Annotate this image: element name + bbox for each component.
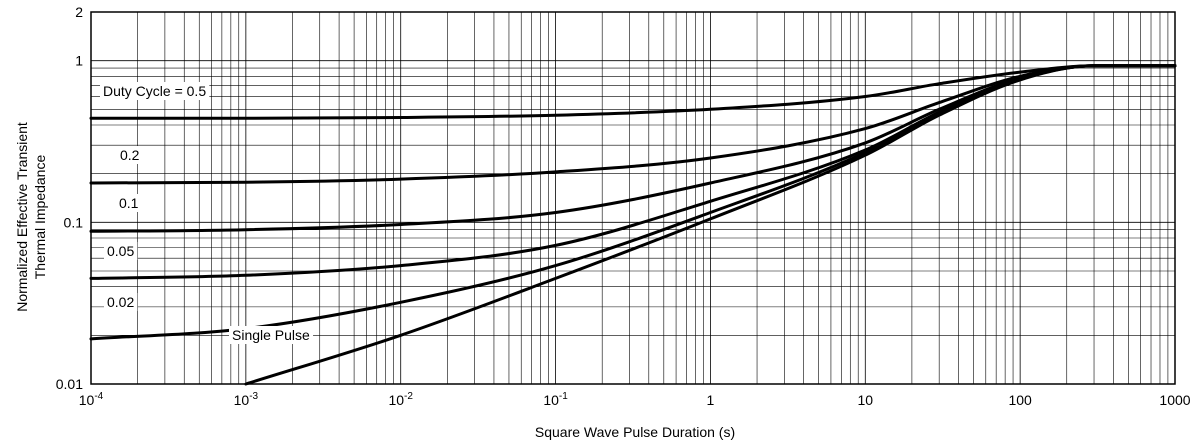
series-label-5: Single Pulse [232,327,310,343]
series-line-0 [89,64,1177,120]
y-axis-title-line2: Thermal Impedance [32,155,48,280]
series-label-bg [104,242,138,260]
y-tick-label: 0.1 [64,214,84,230]
plot-frame [90,11,1176,385]
x-tick-label: 100 [1008,392,1032,408]
x-tick-labels: 10-4 10-3 10-2 10-1 1 10 100 1000 [79,391,1191,408]
x-tick-label: 10-3 [234,391,259,408]
series-label-0: Duty Cycle = 0.5 [103,83,206,99]
grid [90,11,1175,385]
x-tick-label: 10 [857,392,873,408]
x-axis-title: Square Wave Pulse Duration (s) [535,424,735,440]
series-line-2 [89,64,1177,233]
y-tick-labels: 0.01 0.1 1 2 [56,4,83,392]
y-tick-label: 2 [75,4,83,20]
series-label-bg [117,146,143,164]
series-label-3: 0.05 [107,243,134,259]
series-label-4: 0.02 [107,294,134,310]
curves [89,64,1177,386]
x-tick-label: 10-2 [388,391,413,408]
x-tick-label: 1000 [1159,392,1190,408]
x-tick-label: 10-1 [543,391,568,408]
series-labels: Duty Cycle = 0.5 0.2 0.1 0.05 0.02 Single Pul… [100,82,314,344]
x-tick-label: 1 [707,392,715,408]
y-axis-title-line1: Normalized Effective Transient [14,122,30,312]
series-label-bg [104,293,138,311]
y-tick-label: 0.01 [56,376,83,392]
series-label-bg [116,194,142,212]
series-label-bg [229,326,314,344]
series-label-1: 0.2 [120,147,140,163]
y-tick-label: 1 [75,53,83,69]
series-line-4 [89,64,1177,341]
series-label-2: 0.1 [119,195,139,211]
x-tick-label: 10-4 [79,391,104,408]
series-line-5 [244,64,1177,386]
series-label-bg [100,82,210,100]
series-line-3 [89,64,1177,280]
